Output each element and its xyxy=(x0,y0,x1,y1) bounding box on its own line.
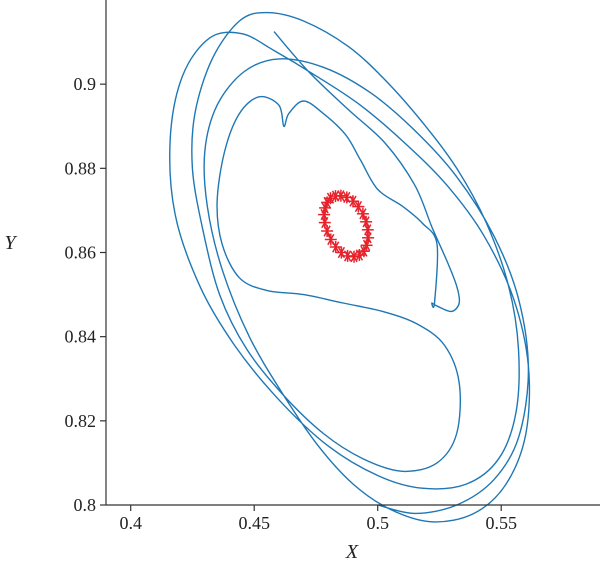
series-layer xyxy=(169,11,531,523)
limit-cycle-point xyxy=(348,250,360,263)
x-tick-label: 0.45 xyxy=(238,513,270,533)
x-tick-label: 0.55 xyxy=(485,513,517,533)
y-tick-label: 0.84 xyxy=(65,327,97,347)
trajectory-line xyxy=(169,11,531,523)
ticks-layer: 0.4 0.45 0.5 0.55 0.8 0.82 0.84 0.86 0.88 0.9 xyxy=(65,74,517,533)
x-tick-label: 0.4 xyxy=(119,513,142,533)
limit-cycle-point xyxy=(347,195,359,208)
limit-cycle-point xyxy=(352,200,365,213)
x-axis-label: X xyxy=(345,541,359,563)
y-tick-label: 0.82 xyxy=(65,411,97,431)
limit-cycle-point xyxy=(324,233,337,246)
limit-cycle-point xyxy=(335,246,348,259)
y-tick-label: 0.86 xyxy=(65,243,97,263)
x-tick-label: 0.5 xyxy=(366,513,389,533)
limit-cycle-point xyxy=(356,207,369,220)
y-axis-label: Y xyxy=(4,232,17,254)
limit-cycle-point xyxy=(318,208,331,221)
y-tick-label: 0.8 xyxy=(74,495,97,515)
axes-layer xyxy=(105,0,600,506)
y-tick-label: 0.9 xyxy=(74,74,97,94)
limit-cycle-point xyxy=(334,189,347,202)
y-tick-label: 0.88 xyxy=(65,158,97,178)
